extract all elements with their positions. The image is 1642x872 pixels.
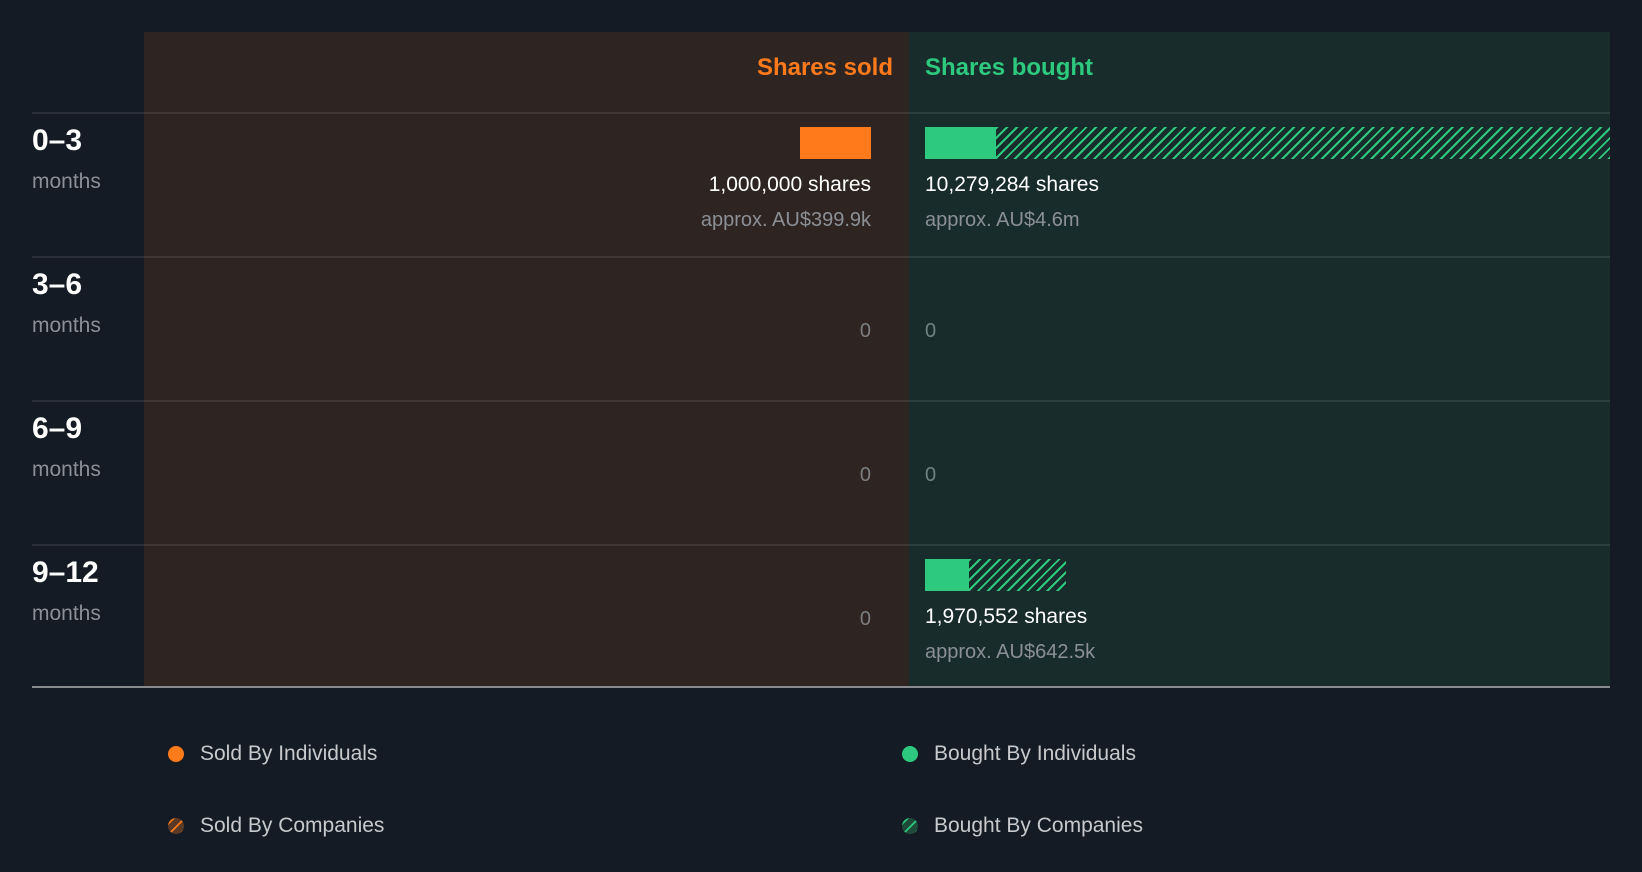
bought-shares-count: 10,279,284 shares (925, 173, 1099, 196)
orange-striped-dot-icon (168, 818, 184, 834)
sold-zero-value: 0 (859, 464, 871, 486)
legend-label: Bought By Individuals (934, 742, 1136, 765)
row-divider (32, 112, 1610, 114)
bought-cell: 1,970,552 shares approx. AU$642.5k (925, 559, 1095, 664)
legend-bought-by-companies[interactable]: Bought By Companies (902, 814, 1143, 838)
orange-dot-icon (168, 746, 184, 762)
period-range: 0–3 (32, 124, 83, 157)
chart-baseline (32, 686, 1610, 688)
period-range: 6–9 (32, 412, 83, 445)
period-range: 3–6 (32, 268, 83, 301)
row-6-9-months: 6–9 months 0 0 (32, 400, 1610, 544)
legend-label: Sold By Individuals (200, 742, 378, 765)
bought-zero-value: 0 (925, 320, 937, 342)
row-divider (32, 544, 1610, 546)
legend-label: Bought By Companies (934, 814, 1143, 837)
sold-zero-value: 0 (859, 608, 871, 630)
row-3-6-months: 3–6 months 0 0 (32, 256, 1610, 400)
legend-sold-by-companies[interactable]: Sold By Companies (168, 814, 384, 838)
bought-approx-value: approx. AU$642.5k (925, 641, 1096, 663)
legend-sold-by-individuals[interactable]: Sold By Individuals (168, 742, 377, 766)
row-divider (32, 400, 1610, 402)
bought-bar[interactable] (925, 559, 1095, 591)
shares-bought-header: Shares bought (925, 54, 1094, 81)
sold-shares-count: 1,000,000 shares (708, 173, 871, 196)
sold-cell: 1,000,000 shares approx. AU$399.9k (701, 127, 871, 232)
bought-by-individuals-bar[interactable] (925, 559, 969, 591)
legend-label: Sold By Companies (200, 814, 385, 837)
sold-approx-value: approx. AU$399.9k (700, 209, 871, 231)
period-range: 9–12 (32, 556, 99, 589)
bought-shares-count: 1,970,552 shares (925, 605, 1088, 628)
sold-by-individuals-bar[interactable] (800, 127, 871, 159)
row-9-12-months: 9–12 months 0 1,970,552 shares approx. A… (32, 544, 1610, 688)
row-divider (32, 256, 1610, 258)
bought-cell: 10,279,284 shares approx. AU$4.6m (925, 127, 1610, 232)
shares-sold-panel (144, 32, 909, 687)
legend-bought-by-individuals[interactable]: Bought By Individuals (902, 742, 1136, 766)
period-unit: months (32, 314, 101, 337)
bought-zero-value: 0 (925, 464, 937, 486)
period-unit: months (32, 170, 101, 193)
period-unit: months (32, 458, 101, 481)
sold-bar[interactable] (701, 127, 871, 159)
green-dot-icon (902, 746, 918, 762)
bought-by-companies-bar[interactable] (996, 127, 1610, 159)
bought-approx-value: approx. AU$4.6m (925, 209, 1080, 231)
row-0-3-months: 0–3 months 1,000,000 shares approx. AU$3… (32, 112, 1610, 256)
bought-by-individuals-bar[interactable] (925, 127, 996, 159)
period-unit: months (32, 602, 101, 625)
bought-by-companies-bar[interactable] (969, 559, 1066, 591)
green-striped-dot-icon (902, 818, 918, 834)
sold-zero-value: 0 (859, 320, 871, 342)
bought-bar[interactable] (925, 127, 1610, 159)
shares-sold-header: Shares sold (756, 54, 893, 81)
